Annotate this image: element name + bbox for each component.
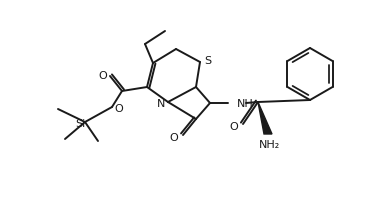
Polygon shape xyxy=(258,103,272,134)
Text: NH₂: NH₂ xyxy=(259,139,281,149)
Text: N: N xyxy=(157,98,165,109)
Text: O: O xyxy=(115,103,123,114)
Text: O: O xyxy=(170,132,178,142)
Text: S: S xyxy=(204,56,212,66)
Text: O: O xyxy=(230,121,238,131)
Text: Si: Si xyxy=(75,118,85,128)
Text: NH: NH xyxy=(237,98,254,109)
Text: O: O xyxy=(99,71,107,81)
